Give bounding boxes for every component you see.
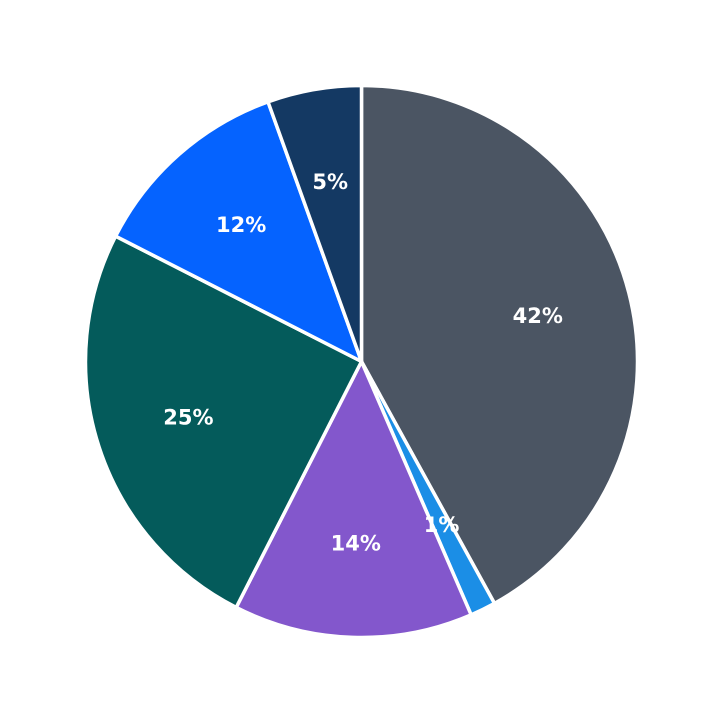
slice-label-4: 12% (216, 213, 266, 237)
pie-slice-2 (234, 359, 473, 640)
slice-label-5: 5% (312, 170, 348, 194)
pie-slice-5 (266, 83, 364, 364)
pie-slices (83, 83, 640, 640)
slice-label-3: 25% (163, 406, 213, 430)
pie-labels: 42% 1% 14% 25% 12% 5% (163, 170, 563, 555)
slice-label-0: 42% (513, 304, 563, 328)
pie-slice-0 (359, 83, 640, 606)
slice-label-1: 1% (424, 513, 460, 537)
pie-slice-4 (113, 100, 364, 364)
slice-label-2: 14% (331, 531, 381, 555)
pie-slice-3 (83, 234, 364, 610)
